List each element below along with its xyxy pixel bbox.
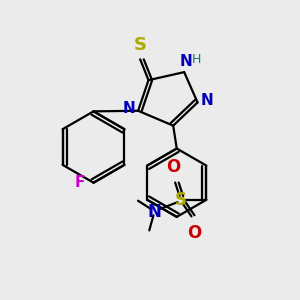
Text: N: N: [179, 54, 192, 69]
Text: F: F: [74, 175, 85, 190]
Text: H: H: [192, 52, 201, 66]
Text: O: O: [167, 158, 181, 176]
Text: N: N: [201, 94, 214, 109]
Text: O: O: [187, 224, 202, 242]
Text: N: N: [147, 203, 161, 221]
Text: S: S: [175, 191, 187, 209]
Text: N: N: [123, 101, 136, 116]
Text: S: S: [134, 36, 147, 54]
